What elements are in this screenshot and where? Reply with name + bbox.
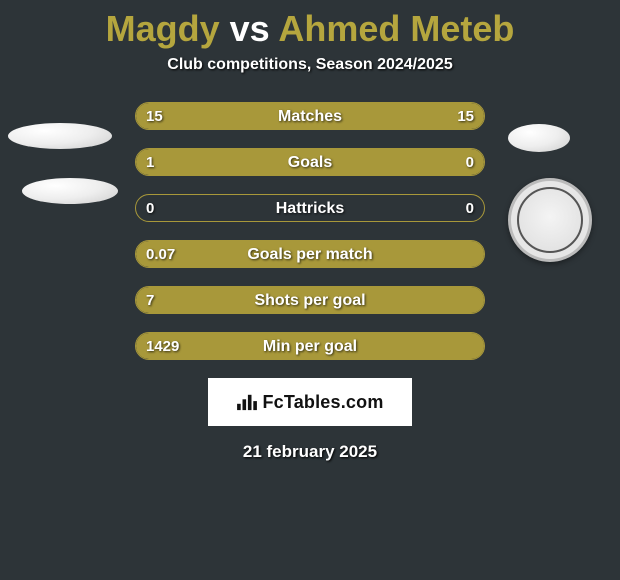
stat-label: Hattricks <box>136 195 484 222</box>
stat-label: Shots per goal <box>136 287 484 314</box>
stat-label: Goals <box>136 149 484 176</box>
title-right: Ahmed Meteb <box>278 8 514 49</box>
stat-row: 1Goals0 <box>135 148 485 176</box>
stat-row: 15Matches15 <box>135 102 485 130</box>
brand: FcTables.com <box>236 392 383 413</box>
date: 21 february 2025 <box>0 442 620 462</box>
stat-row: 7Shots per goal <box>135 286 485 314</box>
bars-icon <box>236 393 258 411</box>
player-left-logo-1 <box>8 123 112 149</box>
stat-value-right: 15 <box>457 103 474 130</box>
player-right-logo-1 <box>508 124 570 152</box>
page-title: Magdy vs Ahmed Meteb <box>0 0 620 56</box>
stat-label: Goals per match <box>136 241 484 268</box>
stat-label: Matches <box>136 103 484 130</box>
brand-box: FcTables.com <box>208 378 412 426</box>
subtitle: Club competitions, Season 2024/2025 <box>0 56 620 74</box>
stat-row: 0Hattricks0 <box>135 194 485 222</box>
title-vs: vs <box>220 8 279 49</box>
title-left: Magdy <box>106 8 220 49</box>
comparison-rows: 15Matches151Goals00Hattricks00.07Goals p… <box>135 102 485 360</box>
player-right-crest <box>508 178 592 262</box>
stat-row: 1429Min per goal <box>135 332 485 360</box>
stat-value-right: 0 <box>466 149 474 176</box>
stat-label: Min per goal <box>136 333 484 360</box>
player-left-logo-2 <box>22 178 118 204</box>
brand-text: FcTables.com <box>262 392 383 413</box>
stat-value-right: 0 <box>466 195 474 222</box>
stat-row: 0.07Goals per match <box>135 240 485 268</box>
